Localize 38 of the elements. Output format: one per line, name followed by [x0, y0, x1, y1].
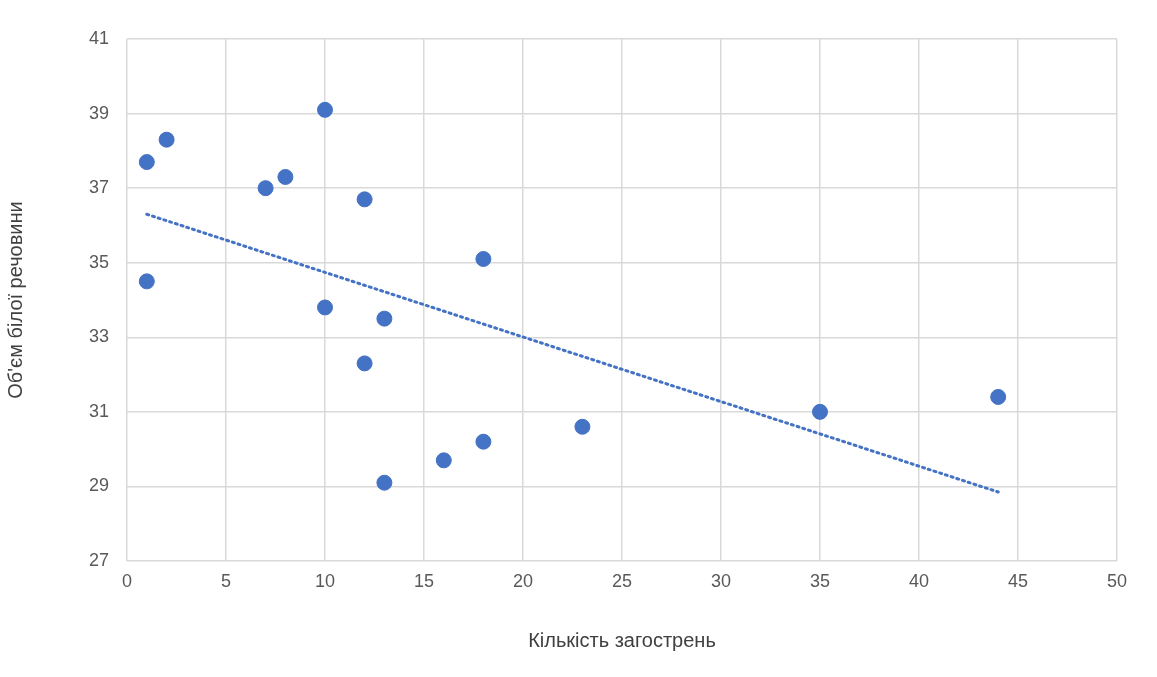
- y-tick-label: 37: [88, 177, 109, 198]
- point: [435, 452, 452, 469]
- point: [356, 191, 373, 208]
- point: [277, 168, 294, 185]
- y-tick-label: 33: [88, 326, 109, 347]
- x-tick-label: 5: [220, 570, 232, 591]
- point: [138, 273, 155, 290]
- x-tick-label: 25: [611, 570, 633, 591]
- point: [317, 101, 333, 118]
- point: [257, 180, 274, 197]
- x-tick-label: 40: [908, 570, 930, 591]
- x-tick-label: 20: [512, 570, 534, 591]
- point: [990, 388, 1007, 405]
- y-axis-title: Об'єм білої речовини: [3, 201, 26, 399]
- x-tick-label: 50: [1106, 570, 1128, 591]
- x-tick-label: 30: [710, 570, 732, 591]
- point: [574, 418, 591, 435]
- point: [376, 310, 393, 327]
- x-tick-label: 15: [413, 570, 435, 591]
- x-tick-label: 45: [1007, 570, 1029, 591]
- point: [812, 403, 828, 420]
- point: [475, 433, 492, 450]
- y-tick-label: 39: [88, 102, 109, 123]
- point: [376, 474, 393, 491]
- x-tick-label: 35: [809, 570, 831, 591]
- point: [158, 131, 175, 148]
- point: [356, 355, 373, 372]
- x-axis-title: Кількість загострень: [528, 628, 716, 651]
- y-tick-label: 41: [88, 27, 109, 48]
- y-tick-label: 35: [88, 251, 109, 272]
- point: [138, 154, 155, 171]
- y-tick-label: 29: [88, 475, 109, 496]
- x-tick-label: 0: [121, 570, 133, 591]
- x-tick-label: 10: [314, 570, 336, 591]
- point: [475, 250, 492, 267]
- y-tick-label: 31: [88, 400, 109, 421]
- y-tick-label: 27: [88, 549, 109, 570]
- point: [317, 299, 333, 316]
